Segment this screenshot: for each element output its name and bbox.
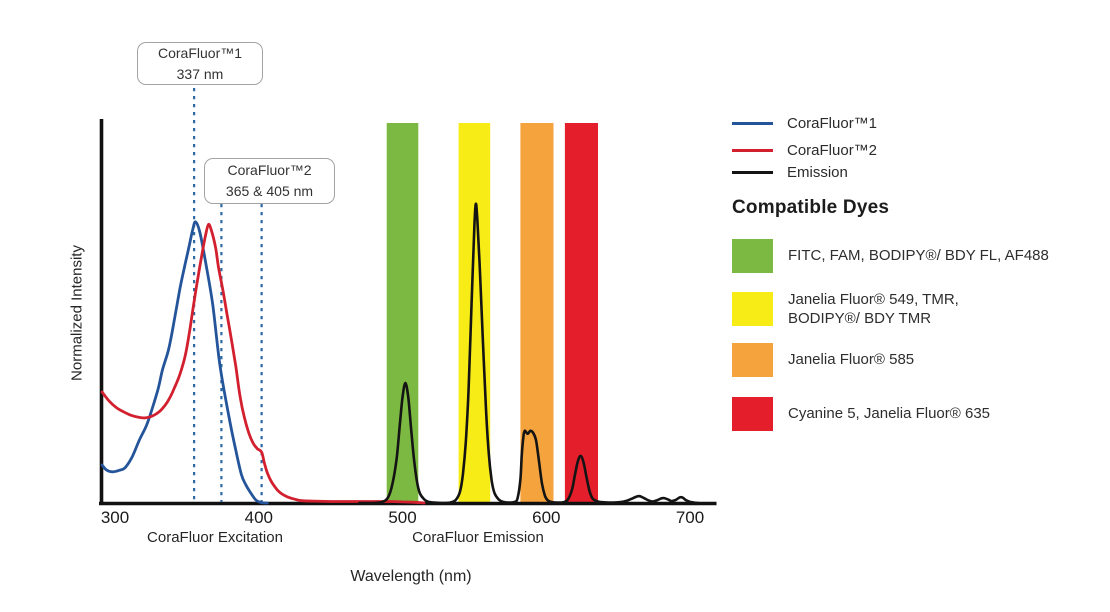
dye-row-fitc: FITC, FAM, BODIPY®/ BDY FL, AF488: [732, 239, 1049, 273]
x-tick-label: 300: [101, 508, 129, 527]
legend-item-emission: Emission: [732, 164, 848, 181]
x-axis-caption-emission: CoraFluor Emission: [412, 529, 544, 546]
dye-label-line: Janelia Fluor® 549, TMR,: [788, 291, 959, 308]
curve-corafluor2-excitation: [100, 222, 426, 505]
callout-corafluor2: CoraFluor™2 365 & 405 nm: [204, 158, 335, 204]
dye-row-jf585: Janelia Fluor® 585: [732, 343, 914, 377]
legend-item-corafluor1: CoraFluor™1: [732, 115, 877, 132]
y-axis-title: Normalized Intensity: [68, 245, 86, 381]
callout-corafluor2-wavelength: 365 & 405 nm: [225, 183, 314, 199]
band-yellow: [458, 123, 491, 503]
curve-emission: [358, 202, 700, 505]
dye-label-line: BODIPY®/ BDY TMR: [788, 310, 932, 328]
callout-corafluor1-name: CoraFluor™1: [157, 44, 243, 61]
red-swatch: [732, 397, 773, 431]
legend-line-swatch-blue: [732, 122, 773, 125]
callout-corafluor1-wavelength: 337 nm: [176, 65, 224, 82]
curve-corafluor1-excitation: [100, 220, 269, 505]
dye-label: Janelia Fluor® 585: [788, 350, 914, 369]
x-tick-label: 700: [676, 508, 704, 527]
legend-label: CoraFluor™1: [787, 115, 878, 132]
x-axis-caption-excitation: CoraFluor Excitation: [147, 529, 283, 546]
x-tick-label: 600: [532, 508, 560, 527]
dye-label: FITC, FAM, BODIPY®/ BDY FL, AF488: [788, 246, 1049, 265]
dye-label-line: FITC, FAM, BODIPY®/ BDY FL, AF488: [788, 247, 1049, 265]
dye-row-jf549: Janelia Fluor® 549, TMR, BODIPY®/ BDY TM…: [732, 290, 959, 328]
legend-line-swatch-red: [732, 149, 773, 152]
callout-corafluor1: CoraFluor™1 337 nm: [137, 42, 263, 85]
legend-line-swatch-black: [732, 171, 773, 174]
callout-corafluor2-name: CoraFluor™2: [227, 162, 312, 178]
dye-label-line: Cyanine 5, Janelia Fluor® 635: [788, 405, 991, 423]
yellow-swatch: [732, 292, 773, 327]
legend-item-corafluor2: CoraFluor™2: [732, 142, 877, 159]
dye-label: Janelia Fluor® 549, TMR, BODIPY®/ BDY TM…: [788, 290, 959, 328]
spectra-chart: 300 400 500 600 700: [99, 88, 717, 527]
legend-label: CoraFluor™2: [787, 142, 878, 159]
green-swatch: [732, 239, 773, 273]
dye-label: Cyanine 5, Janelia Fluor® 635: [788, 404, 990, 423]
x-axis-title: Wavelength (nm): [350, 568, 472, 585]
dye-row-cy5: Cyanine 5, Janelia Fluor® 635: [732, 397, 990, 431]
compatible-dyes-title: Compatible Dyes: [732, 197, 890, 218]
band-red: [564, 123, 598, 503]
dye-label-line: Janelia Fluor® 585: [788, 351, 915, 369]
legend-label: Emission: [787, 164, 848, 181]
orange-swatch: [732, 343, 773, 377]
x-tick-label: 500: [388, 508, 416, 527]
x-tick-label: 400: [245, 508, 273, 527]
